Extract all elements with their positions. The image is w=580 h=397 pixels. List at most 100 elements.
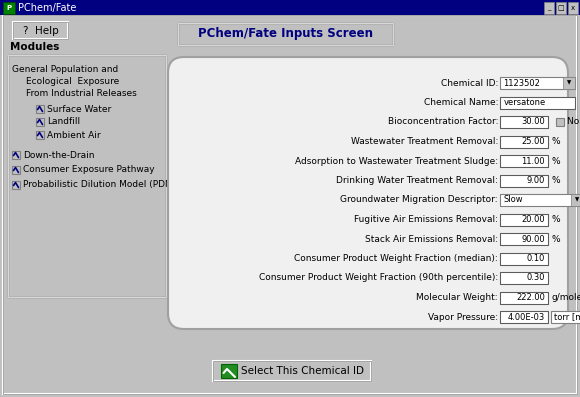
Bar [213, 361, 371, 381]
Bar [568, 2, 578, 14]
Bar [500, 155, 548, 167]
Bar [221, 364, 237, 378]
Text: g/mole: g/mole [552, 293, 580, 302]
Text: 1123502: 1123502 [503, 79, 540, 87]
Bar [13, 22, 68, 39]
Bar [12, 151, 20, 159]
Text: P: P [6, 5, 12, 11]
Bar [500, 311, 548, 323]
Text: 11.00: 11.00 [521, 156, 545, 166]
Bar [500, 252, 548, 264]
Text: General Population and: General Population and [12, 64, 118, 73]
Text: 20.00: 20.00 [521, 215, 545, 224]
Text: 30.00: 30.00 [521, 118, 545, 127]
Text: 0.30: 0.30 [527, 274, 545, 283]
Text: Chemical ID:: Chemical ID: [441, 79, 498, 87]
Bar [500, 252, 548, 264]
Text: Ecological  Exposure: Ecological Exposure [26, 77, 119, 87]
Bar [8, 55, 166, 297]
Text: Chemical Name:: Chemical Name: [423, 98, 498, 107]
Bar [500, 135, 548, 148]
Bar [551, 311, 580, 323]
Bar [500, 272, 548, 284]
Text: _: _ [548, 5, 551, 11]
Text: 9.00: 9.00 [527, 176, 545, 185]
Text: Slow: Slow [503, 195, 523, 204]
Text: Fugitive Air Emissions Removal:: Fugitive Air Emissions Removal: [354, 215, 498, 224]
Bar [0, 0, 580, 15]
Bar [500, 96, 575, 108]
Text: torr [mm Hg]: torr [mm Hg] [554, 312, 580, 322]
Bar [36, 118, 44, 126]
Bar [3, 2, 15, 14]
Text: 25.00: 25.00 [521, 137, 545, 146]
Text: Consumer Exposure Pathway: Consumer Exposure Pathway [23, 166, 155, 175]
Bar [500, 233, 548, 245]
FancyBboxPatch shape [168, 57, 568, 329]
Bar [500, 291, 548, 303]
Bar [12, 181, 20, 189]
Bar [8, 55, 166, 297]
Text: Stack Air Emissions Removal:: Stack Air Emissions Removal: [365, 235, 498, 243]
Bar [500, 214, 548, 225]
Bar [213, 361, 371, 381]
Bar [178, 23, 393, 45]
Text: Ambient Air: Ambient Air [47, 131, 100, 139]
Bar [500, 135, 548, 148]
Text: Wastewater Treatment Removal:: Wastewater Treatment Removal: [351, 137, 498, 146]
Text: Modules: Modules [10, 42, 59, 52]
Bar [571, 194, 580, 206]
Text: Drinking Water Treatment Removal:: Drinking Water Treatment Removal: [336, 176, 498, 185]
Bar [500, 77, 575, 89]
Text: x: x [571, 5, 575, 11]
Bar [500, 175, 548, 187]
Text: ?  Help: ? Help [23, 25, 59, 35]
Text: PChem/Fate Inputs Screen: PChem/Fate Inputs Screen [198, 27, 373, 40]
Text: Adsorption to Wastewater Treatment Sludge:: Adsorption to Wastewater Treatment Sludg… [295, 156, 498, 166]
Text: □: □ [558, 5, 564, 11]
Bar [13, 22, 68, 39]
Text: ▼: ▼ [575, 197, 579, 202]
Text: Down-the-Drain: Down-the-Drain [23, 150, 95, 160]
Text: %: % [552, 176, 561, 185]
Text: 90.00: 90.00 [521, 235, 545, 243]
Text: Consumer Product Weight Fraction (90th percentile):: Consumer Product Weight Fraction (90th p… [259, 274, 498, 283]
Bar [500, 96, 575, 108]
Text: 222.00: 222.00 [516, 293, 545, 302]
Bar [36, 105, 44, 113]
Bar [178, 23, 393, 45]
Bar [563, 77, 575, 89]
Bar [12, 166, 20, 174]
Text: No BCF available?: No BCF available? [567, 118, 580, 127]
Bar [500, 116, 548, 128]
Bar [500, 233, 548, 245]
Text: %: % [552, 215, 561, 224]
Bar [556, 118, 564, 126]
Bar [500, 175, 548, 187]
Text: 4.00E-03: 4.00E-03 [508, 312, 545, 322]
Text: Select This Chemical ID: Select This Chemical ID [241, 366, 364, 376]
Bar [500, 155, 548, 167]
Text: %: % [552, 156, 561, 166]
Text: Consumer Product Weight Fraction (median):: Consumer Product Weight Fraction (median… [294, 254, 498, 263]
Text: PChem/Fate: PChem/Fate [18, 2, 77, 12]
Bar [36, 131, 44, 139]
Bar [500, 311, 548, 323]
Text: Probabilistic Dilution Model (PDM): Probabilistic Dilution Model (PDM) [23, 181, 176, 189]
Bar [544, 2, 554, 14]
Bar [500, 214, 548, 225]
Text: Groundwater Migration Descriptor:: Groundwater Migration Descriptor: [340, 195, 498, 204]
Text: From Industrial Releases: From Industrial Releases [26, 89, 137, 98]
Text: Molecular Weight:: Molecular Weight: [416, 293, 498, 302]
Text: Vapor Pressure:: Vapor Pressure: [428, 312, 498, 322]
Bar [500, 194, 580, 206]
Text: Surface Water: Surface Water [47, 104, 111, 114]
Bar [556, 2, 566, 14]
Text: Bioconcentration Factor:: Bioconcentration Factor: [387, 118, 498, 127]
Text: ▼: ▼ [567, 81, 571, 85]
Text: Landfill: Landfill [47, 118, 80, 127]
Bar [500, 272, 548, 284]
Text: %: % [552, 235, 561, 243]
Bar [500, 116, 548, 128]
Text: versatone: versatone [504, 98, 546, 107]
